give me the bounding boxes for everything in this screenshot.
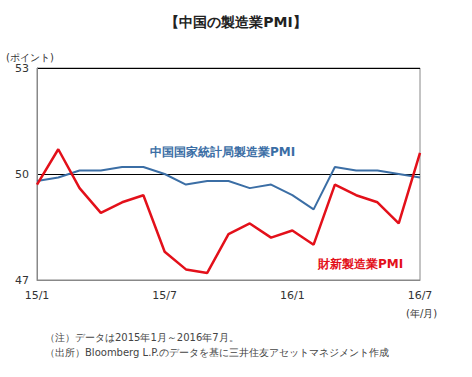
svg-text:（出所）Bloomberg L.P.のデータを基に三井住友ア: （出所）Bloomberg L.P.のデータを基に三井住友アセットマネジメント作… xyxy=(45,347,389,358)
svg-text:16/7: 16/7 xyxy=(408,289,433,302)
svg-text:16/1: 16/1 xyxy=(280,289,305,302)
svg-text:(ポイント): (ポイント) xyxy=(6,52,54,63)
svg-text:15/7: 15/7 xyxy=(152,289,177,302)
svg-text:（注）データは2015年1月～2016年7月。: （注）データは2015年1月～2016年7月。 xyxy=(45,332,239,343)
svg-text:15/1: 15/1 xyxy=(25,289,50,302)
svg-text:50: 50 xyxy=(15,168,29,181)
svg-text:47: 47 xyxy=(15,274,29,287)
svg-text:中国国家統計局製造業PMI: 中国国家統計局製造業PMI xyxy=(150,145,295,159)
svg-text:財新製造業PMI: 財新製造業PMI xyxy=(317,257,403,271)
svg-text:(年/月): (年/月) xyxy=(406,308,437,319)
svg-text:【中国の製造業PMI】: 【中国の製造業PMI】 xyxy=(165,14,306,30)
svg-text:53: 53 xyxy=(15,62,29,75)
